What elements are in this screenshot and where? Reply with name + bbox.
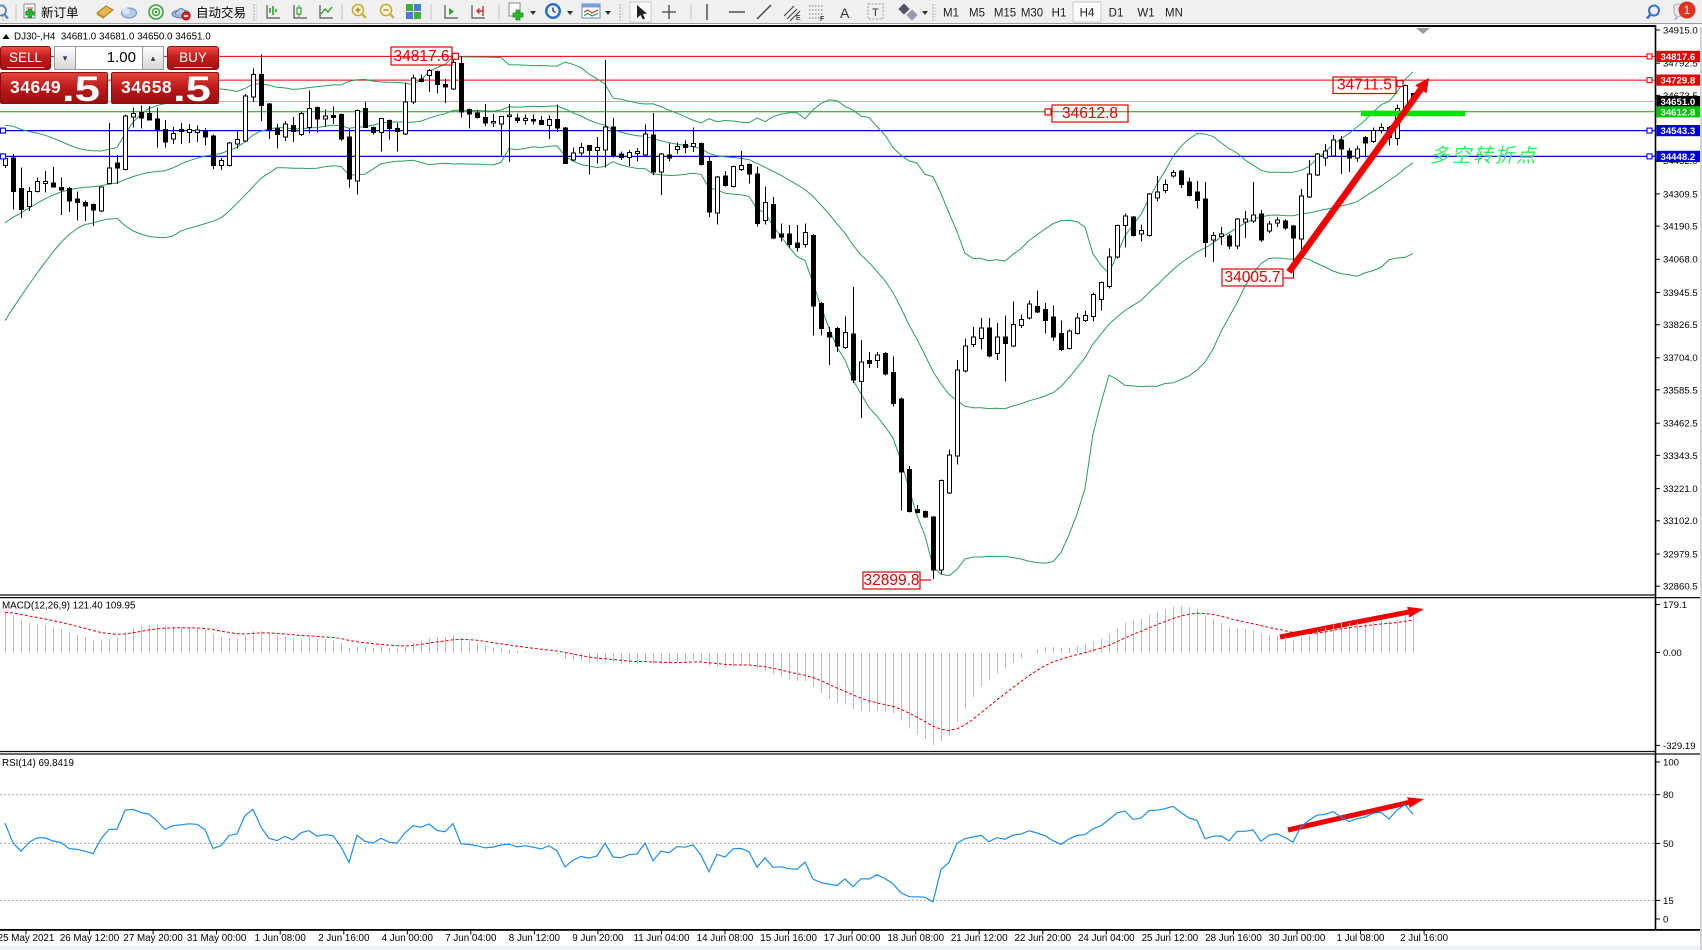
svg-text:34711.5: 34711.5 xyxy=(1337,77,1392,94)
svg-text:2 Jun 16:00: 2 Jun 16:00 xyxy=(318,933,370,944)
svg-text:34729.8: 34729.8 xyxy=(1661,76,1696,87)
svg-text:多空转折点: 多空转折点 xyxy=(1430,145,1538,167)
svg-text:RSI(14) 69.8419: RSI(14) 69.8419 xyxy=(2,758,74,769)
svg-text:0: 0 xyxy=(1663,914,1668,925)
svg-text:自动交易: 自动交易 xyxy=(196,5,246,20)
svg-text:A: A xyxy=(840,5,850,21)
svg-text:33704.0: 33704.0 xyxy=(1663,353,1698,364)
svg-text:34915.0: 34915.0 xyxy=(1663,25,1698,36)
svg-text:MN: MN xyxy=(1165,8,1183,20)
svg-text:1 Jul 08:00: 1 Jul 08:00 xyxy=(1337,933,1385,944)
svg-text:17 Jun 00:00: 17 Jun 00:00 xyxy=(824,933,881,944)
svg-text:27 May 20:00: 27 May 20:00 xyxy=(123,933,183,944)
svg-text:80: 80 xyxy=(1663,790,1674,801)
svg-text:15 Jun 16:00: 15 Jun 16:00 xyxy=(760,933,817,944)
svg-text:25 Jun 12:00: 25 Jun 12:00 xyxy=(1142,933,1199,944)
svg-text:34309.5: 34309.5 xyxy=(1663,189,1698,200)
svg-text:4 Jun 00:00: 4 Jun 00:00 xyxy=(382,933,434,944)
svg-text:2 Jul 16:00: 2 Jul 16:00 xyxy=(1400,933,1448,944)
svg-text:11 Jun 04:00: 11 Jun 04:00 xyxy=(634,933,690,944)
svg-text:34817.6: 34817.6 xyxy=(393,48,449,65)
svg-text:33462.5: 33462.5 xyxy=(1663,419,1698,430)
svg-text:E: E xyxy=(796,15,801,22)
svg-text:179.1: 179.1 xyxy=(1663,600,1687,611)
svg-text:33585.5: 33585.5 xyxy=(1663,385,1698,396)
svg-text:33343.5: 33343.5 xyxy=(1663,451,1698,462)
svg-text:34448.2: 34448.2 xyxy=(1661,152,1696,163)
svg-text:33945.5: 33945.5 xyxy=(1663,288,1698,299)
svg-text:M5: M5 xyxy=(969,8,985,20)
svg-text:21 Jun 12:00: 21 Jun 12:00 xyxy=(951,933,1008,944)
svg-text:8 Jun 12:00: 8 Jun 12:00 xyxy=(509,933,561,944)
svg-text:33826.5: 33826.5 xyxy=(1663,320,1698,331)
svg-text:1 Jun 08:00: 1 Jun 08:00 xyxy=(255,933,307,944)
svg-text:W1: W1 xyxy=(1137,8,1154,20)
svg-text:0.00: 0.00 xyxy=(1663,648,1682,659)
svg-text:34005.7: 34005.7 xyxy=(1224,269,1280,286)
svg-text:-329.19: -329.19 xyxy=(1663,741,1696,752)
svg-text:9 Jun 20:00: 9 Jun 20:00 xyxy=(572,933,624,944)
svg-text:22 Jun 20:00: 22 Jun 20:00 xyxy=(1014,933,1071,944)
svg-text:32860.5: 32860.5 xyxy=(1663,582,1698,593)
svg-text:25 May 2021: 25 May 2021 xyxy=(0,933,54,944)
svg-text:26 May 12:00: 26 May 12:00 xyxy=(60,933,120,944)
svg-text:100: 100 xyxy=(1663,757,1679,768)
svg-text:32979.5: 32979.5 xyxy=(1663,549,1698,560)
svg-text:34612.8: 34612.8 xyxy=(1661,107,1696,118)
svg-text:34651.0: 34651.0 xyxy=(1661,97,1696,108)
svg-text:34543.3: 34543.3 xyxy=(1661,126,1696,137)
svg-text:32899.8: 32899.8 xyxy=(863,572,919,589)
svg-text:新订单: 新订单 xyxy=(41,5,79,20)
svg-text:14 Jun 08:00: 14 Jun 08:00 xyxy=(697,933,754,944)
svg-text:D1: D1 xyxy=(1109,8,1124,20)
svg-text:T: T xyxy=(872,7,879,19)
svg-text:18 Jun 08:00: 18 Jun 08:00 xyxy=(887,933,944,944)
svg-text:33221.0: 33221.0 xyxy=(1663,484,1698,495)
svg-text:28 Jun 16:00: 28 Jun 16:00 xyxy=(1205,933,1262,944)
svg-text:1: 1 xyxy=(1684,5,1690,17)
svg-text:F: F xyxy=(820,16,824,23)
svg-text:24 Jun 04:00: 24 Jun 04:00 xyxy=(1078,933,1135,944)
svg-text:34190.5: 34190.5 xyxy=(1663,222,1698,233)
svg-text:7 Jun 04:00: 7 Jun 04:00 xyxy=(445,933,497,944)
svg-text:50: 50 xyxy=(1663,839,1674,850)
svg-text:M1: M1 xyxy=(943,8,959,20)
svg-text:M30: M30 xyxy=(1021,8,1043,20)
svg-text:H1: H1 xyxy=(1052,8,1067,20)
svg-text:33102.0: 33102.0 xyxy=(1663,516,1698,527)
svg-text:31 May 00:00: 31 May 00:00 xyxy=(187,933,247,944)
svg-text:34612.8: 34612.8 xyxy=(1062,105,1118,122)
svg-text:34817.6: 34817.6 xyxy=(1661,52,1696,63)
svg-text:34068.0: 34068.0 xyxy=(1663,255,1698,266)
svg-text:15: 15 xyxy=(1663,896,1674,907)
svg-text:34792.5: 34792.5 xyxy=(1663,59,1698,70)
svg-text:MACD(12,26,9) 121.40 109.95: MACD(12,26,9) 121.40 109.95 xyxy=(2,601,136,612)
svg-text:DJ30-,H4 34681.0 34681.0 3465: DJ30-,H4 34681.0 34681.0 34650.0 34651.0 xyxy=(14,32,211,43)
svg-text:30 Jun 00:00: 30 Jun 00:00 xyxy=(1269,933,1326,944)
svg-text:M15: M15 xyxy=(994,8,1016,20)
svg-text:H4: H4 xyxy=(1080,8,1095,20)
